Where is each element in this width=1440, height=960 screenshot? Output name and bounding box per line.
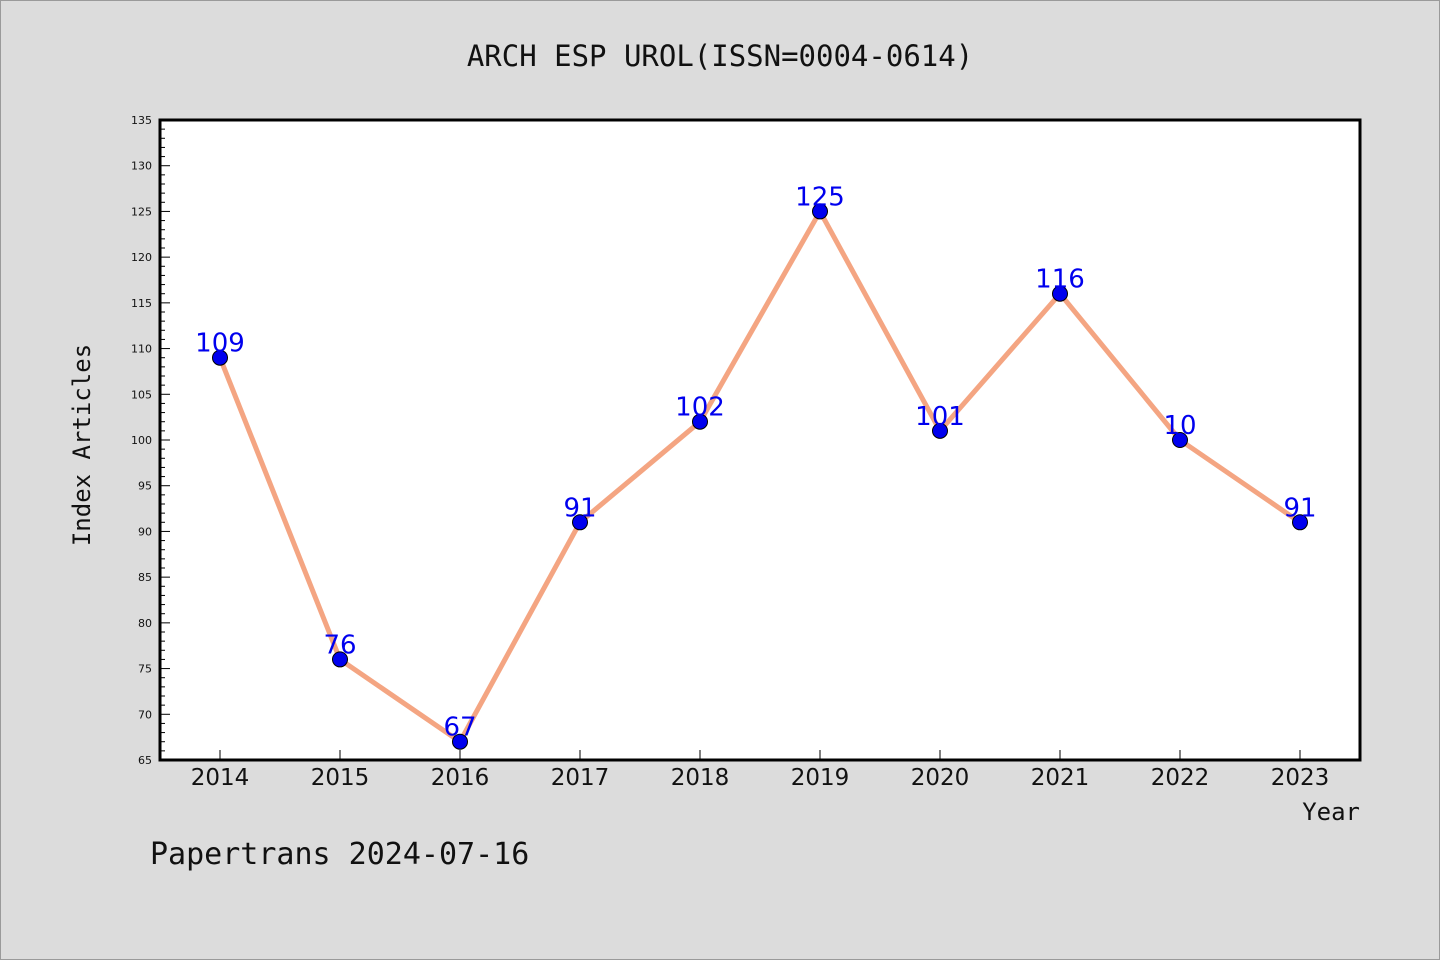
data-label: 125	[795, 182, 845, 212]
data-point	[572, 514, 588, 531]
y-tick-label: 130	[131, 160, 152, 173]
data-label: 116	[1035, 265, 1085, 295]
x-tick-label: 2022	[1151, 765, 1210, 791]
data-point	[452, 733, 468, 750]
data-point	[812, 203, 828, 220]
y-tick-label: 125	[131, 205, 152, 218]
data-label: 10	[1163, 411, 1196, 441]
y-tick-label: 135	[131, 114, 152, 127]
x-tick-label: 2021	[1031, 765, 1090, 791]
data-label: 76	[323, 630, 356, 660]
chart-title: ARCH ESP UROL(ISSN=0004-0614)	[467, 39, 973, 73]
data-point	[1292, 514, 1308, 531]
x-tick-label: 2019	[791, 765, 850, 791]
series-line	[217, 208, 1302, 745]
y-tick-label: 105	[131, 388, 152, 401]
data-label: 91	[1283, 493, 1316, 523]
y-axis: 65 70 75 80 85 90 95 100 105 110 115 120 125 130 135	[131, 114, 170, 767]
data-label: 101	[915, 402, 965, 432]
y-tick-label: 100	[131, 434, 152, 447]
data-points	[212, 203, 1308, 750]
x-axis: 2014 2015 2016 2017 2018 2019 2020 2021 2022 2023	[191, 750, 1330, 791]
footer-credit: Papertrans 2024-07-16	[150, 837, 529, 872]
y-tick-label: 120	[131, 251, 152, 264]
data-point	[692, 413, 708, 430]
data-label: 91	[563, 493, 596, 523]
x-tick-label: 2017	[551, 765, 610, 791]
data-label: 67	[443, 713, 476, 743]
y-tick-label: 75	[138, 663, 152, 676]
x-tick-label: 2023	[1271, 765, 1330, 791]
data-point	[1172, 432, 1188, 448]
x-tick-label: 2014	[191, 765, 250, 791]
data-point	[932, 422, 948, 439]
x-tick-label: 2020	[911, 765, 970, 791]
data-label: 102	[675, 393, 725, 423]
plot-area	[158, 118, 1362, 762]
x-axis-title: Year	[1302, 798, 1360, 826]
data-point	[212, 349, 228, 366]
y-tick-label: 70	[138, 708, 152, 721]
x-tick-label: 2016	[431, 765, 490, 791]
y-tick-label: 95	[138, 480, 152, 493]
x-tick-label: 2018	[671, 765, 730, 791]
y-tick-label: 90	[138, 525, 152, 538]
y-tick-label: 80	[138, 617, 152, 630]
x-tick-label: 2015	[311, 765, 370, 791]
y-tick-label: 115	[131, 297, 152, 310]
data-label: 109	[195, 329, 245, 359]
y-tick-label: 65	[138, 754, 152, 767]
series-polyline	[217, 208, 1302, 745]
data-point	[1052, 285, 1068, 302]
y-tick-label: 110	[131, 343, 152, 356]
y-tick-label: 85	[138, 571, 152, 584]
data-labels: 109 76 67 91 102 125 101 116 10 91	[195, 182, 1316, 742]
data-point	[332, 651, 348, 668]
y-axis-title: Index Articles	[68, 344, 96, 546]
